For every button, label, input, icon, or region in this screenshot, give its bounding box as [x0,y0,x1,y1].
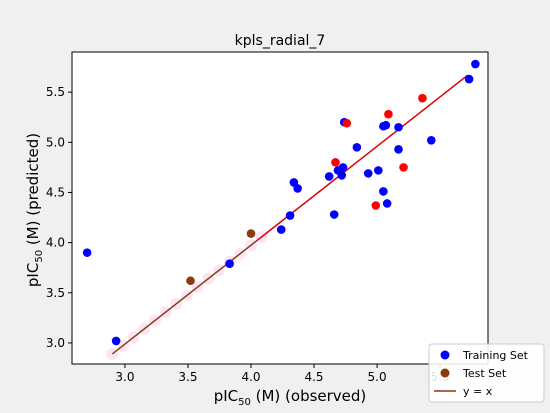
training-point [337,171,347,180]
test-point [246,229,256,238]
y-tick-label: 3.5 [46,286,65,300]
training-point [285,211,295,220]
test-point [399,163,408,172]
legend-training-marker [440,350,450,360]
training-point [293,184,302,193]
x-tick-label: 5.0 [368,370,387,384]
data-points [82,59,480,346]
y-axis-ticks: 3.0 3.5 4.0 4.5 5.0 5.5 [46,85,72,350]
y-axis-label-subscript: 50 [34,250,45,263]
training-point [381,120,391,130]
x-tick-label: 4.5 [304,370,323,384]
test-point [331,158,340,167]
y-tick-label: 4.0 [46,236,65,250]
x-axis-label-main: pIC [214,387,238,405]
x-axis-label-subscript: 50 [238,397,251,408]
x-tick-label: 4.0 [241,370,260,384]
y-tick-label: 5.5 [46,85,65,99]
chart-title: kpls_radial_7 [235,33,326,49]
training-point [382,199,392,208]
test-point [384,109,393,119]
y-axis-label: pIC50 (M) (predicted) [24,133,45,287]
legend-test-label: Test Set [462,367,507,380]
training-point [426,135,436,145]
legend-identity-label: y = x [463,385,493,398]
test-point [186,276,195,286]
test-point [342,118,352,128]
test-point [418,93,427,103]
training-point [464,74,474,84]
training-point [276,225,286,234]
y-tick-label: 4.5 [46,185,65,199]
training-point [82,248,92,257]
training-point [374,166,383,175]
training-point [338,163,348,172]
x-tick-label: 3.0 [115,370,134,384]
training-point [471,59,480,69]
y-axis-label-main: pIC [24,263,42,287]
training-point [111,336,121,346]
training-point [352,143,362,152]
legend-test-marker [440,368,450,378]
legend-box [428,343,545,403]
x-axis-label-rest: (M) (observed) [251,387,366,405]
training-point [394,122,403,132]
training-point [225,259,234,268]
plot-area [71,51,489,365]
x-tick-label: 3.5 [178,370,197,384]
identity-line-lower-segment [111,239,258,355]
training-point [363,169,373,178]
legend-training-label: Training Set [462,349,529,362]
training-point [394,145,403,154]
legend: Training Set Test Set y = x [428,343,545,403]
y-tick-label: 5.0 [46,135,65,149]
training-point [329,210,339,219]
test-point [371,201,381,210]
x-axis-label: pIC50 (M) (observed) [214,387,367,408]
y-axis-label-rest: (M) (predicted) [24,133,42,250]
training-point [379,187,388,196]
training-point [324,172,334,181]
y-tick-label: 3.0 [46,336,65,350]
